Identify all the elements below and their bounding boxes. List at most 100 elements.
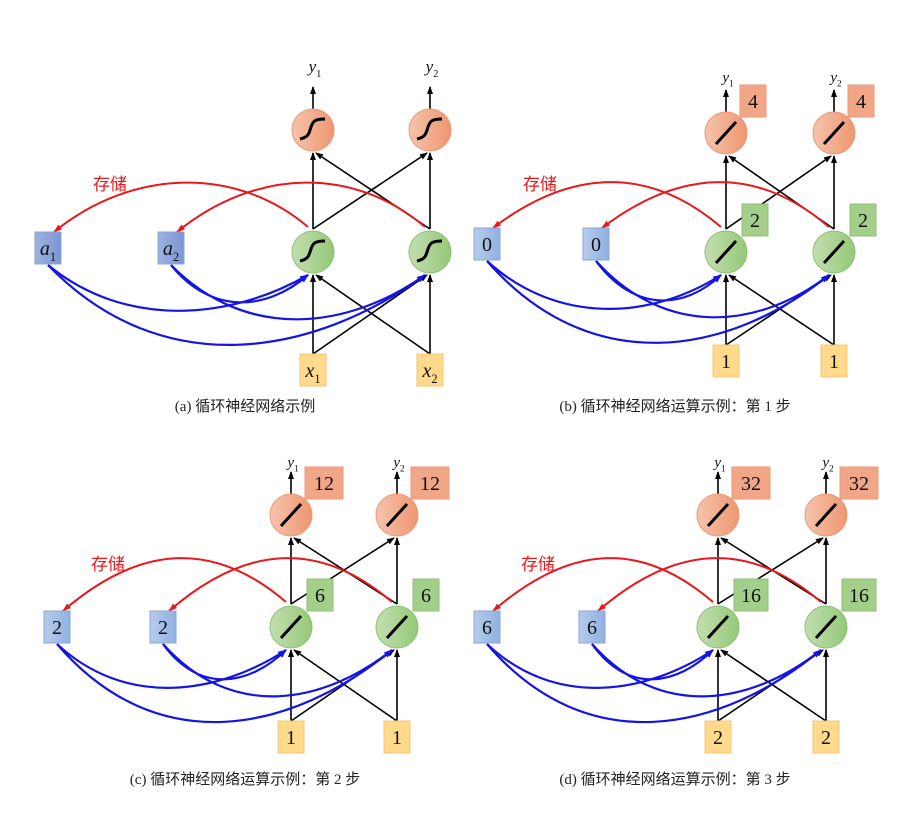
memory-cell [157,231,185,265]
hidden-value-box [741,203,769,237]
output-neuron [291,108,335,152]
output-label: y1 [712,455,726,475]
output-label: y1 [720,70,734,90]
output-label: y1 [285,455,299,475]
output-value: 4 [748,91,758,113]
sigmoid-icon [299,117,326,141]
output-label-subscript: 2 [400,465,405,475]
output-label-text: y [424,57,434,76]
linear-activation-icon [822,239,846,265]
memory-cell [582,227,610,261]
input-box [299,353,327,387]
output-label-subscript: 1 [294,465,299,475]
recurrent-arrow [486,643,714,689]
panel-caption: (a) 循环神经网络示例 [175,398,315,415]
recurrent-arrow [162,643,393,698]
input-to-hidden-edge [720,649,827,722]
output-value: 12 [420,473,440,495]
hidden-value: 2 [750,210,760,232]
sigmoid-icon [416,117,443,141]
output-value-box [839,466,879,500]
input-value-text: 1 [721,351,731,373]
input-to-hidden-edge [315,274,431,355]
memory-value-subscript: 1 [50,250,56,264]
store-arrow [62,557,287,612]
hidden-value-box [849,203,877,237]
memory-value-text: a [40,238,50,260]
memory-value-text: 0 [482,234,492,256]
recurrent-arrow [47,264,426,346]
memory-value-text: 0 [591,234,601,256]
sigmoid-icon [299,239,326,263]
input-value: x1 [304,360,320,386]
output-label: y1 [307,57,322,80]
input-value-subscript: 1 [314,372,320,386]
output-label: y2 [391,455,405,475]
input-to-hidden-edge [293,649,398,722]
recurrent-arrow [47,264,309,312]
output-label-text: y [828,70,837,86]
memory-cell [43,610,71,644]
output-neuron [408,108,452,152]
output-label: y2 [820,455,834,475]
memory-value: a1 [40,238,56,264]
recurrent-arrow [595,260,830,319]
store-arrow [492,181,722,229]
hidden-value: 16 [849,585,869,607]
linear-activation-icon [814,614,838,640]
memory-cell [149,610,177,644]
storage-label: 存储 [91,555,125,575]
output-value: 32 [849,473,869,495]
linear-activation-icon [706,502,730,528]
input-box [416,353,444,387]
memory-cell [34,231,62,265]
memory-value: 6 [482,617,492,639]
input-value: 2 [821,727,831,749]
recurrent-arrow [56,643,287,689]
recurrent-arrow [595,260,722,302]
input-box [383,720,411,754]
recurrent-arrow [170,264,309,304]
memory-value-text: 2 [158,617,168,639]
linear-activation-icon [714,239,738,265]
input-value-text: 1 [829,351,839,373]
linear-activation-icon [279,502,303,528]
hidden-value: 6 [315,585,325,607]
recurrent-arrow [170,264,426,321]
output-label-subscript: 1 [721,465,726,475]
memory-value-text: a [163,238,173,260]
input-value: 1 [286,727,296,749]
memory-value: 2 [158,617,168,639]
storage-label: 存储 [93,175,127,195]
hidden-value: 16 [741,585,761,607]
output-label-subscript: 2 [829,465,834,475]
input-value: 1 [829,351,839,373]
output-value: 32 [741,473,761,495]
input-box [820,344,848,378]
linear-activation-icon [706,614,730,640]
output-label-subscript: 2 [433,69,438,80]
store-arrow [53,181,309,233]
output-value-box [739,84,767,118]
memory-value: a2 [163,238,179,264]
input-box [812,720,840,754]
memory-value-text: 6 [482,617,492,639]
output-value-box [410,466,450,500]
linear-activation-icon [714,120,738,146]
input-value-text: 1 [392,727,402,749]
store-arrow [492,557,714,612]
output-label-text: y [720,70,729,86]
memory-cell [578,610,606,644]
store-arrow [168,557,393,612]
hidden-to-output-edge [312,152,428,230]
linear-activation-icon [385,614,409,640]
output-value-box [304,466,344,500]
hidden-value-box [841,578,877,612]
input-value: 2 [713,727,723,749]
hidden-neuron [408,230,452,274]
memory-cell [473,227,501,261]
